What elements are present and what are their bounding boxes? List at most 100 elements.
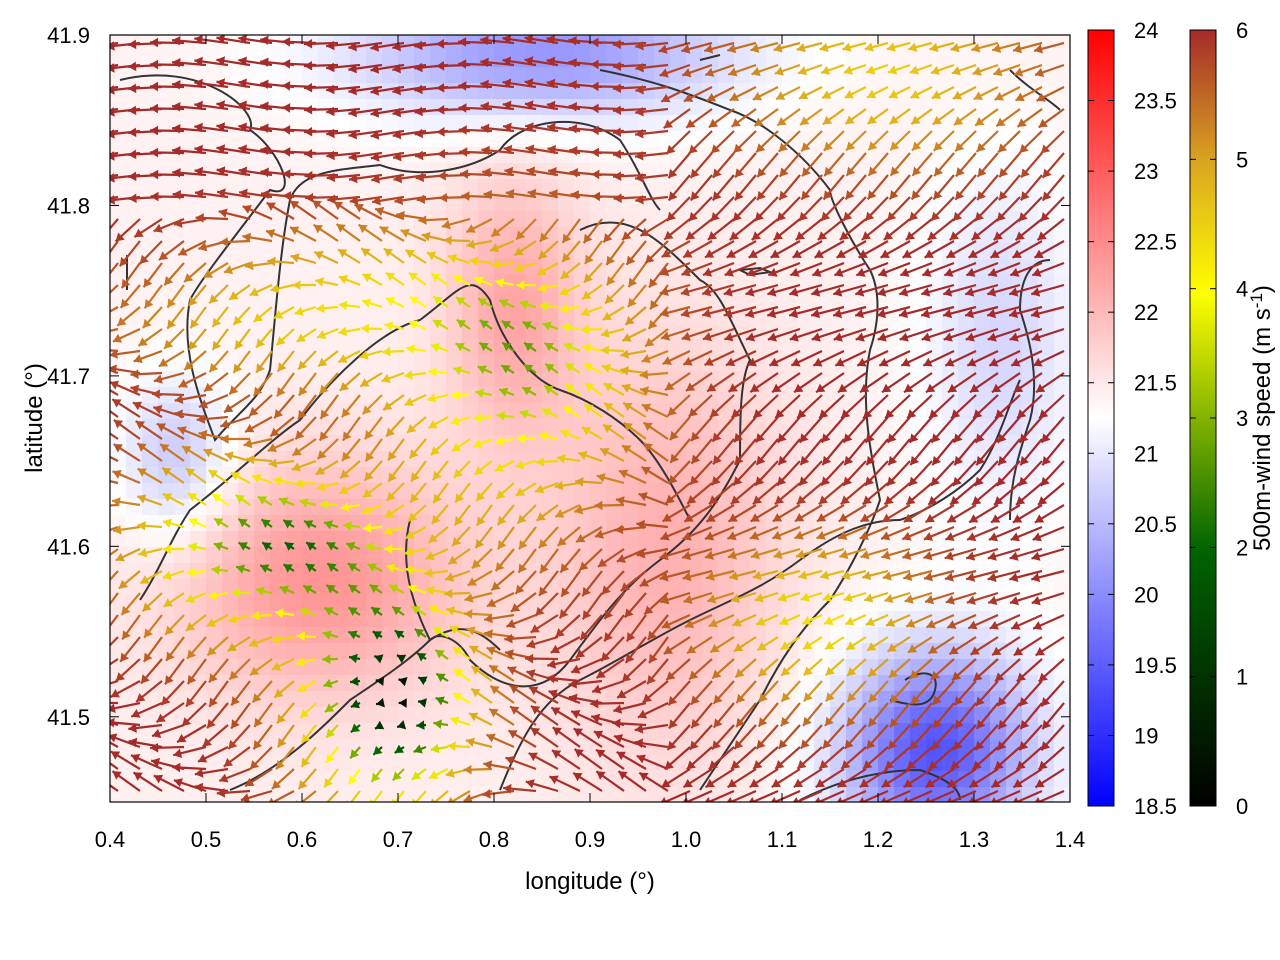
heat-cell xyxy=(334,83,351,100)
heat-cell xyxy=(286,483,303,500)
heat-cell xyxy=(398,755,415,772)
heat-cell xyxy=(414,723,431,740)
heat-cell xyxy=(750,131,767,148)
heat-cell xyxy=(750,51,767,68)
heat-cell xyxy=(702,83,719,100)
heat-cell xyxy=(622,211,639,228)
heat-cell xyxy=(174,131,191,148)
heat-cell xyxy=(142,355,159,372)
heat-cell xyxy=(414,323,431,340)
heat-cell xyxy=(478,371,495,388)
heat-cell xyxy=(366,323,383,340)
heat-cell xyxy=(510,419,527,436)
heat-cell xyxy=(814,499,831,516)
heat-cell xyxy=(462,307,479,324)
heat-cell xyxy=(894,723,911,740)
heat-cell xyxy=(814,675,831,692)
heat-cell xyxy=(974,659,991,676)
heat-cell xyxy=(206,627,223,644)
heat-cell xyxy=(702,115,719,132)
heat-cell xyxy=(638,611,655,628)
heat-cell xyxy=(350,659,367,676)
heat-cell xyxy=(430,659,447,676)
heat-cell xyxy=(686,579,703,596)
heat-cell xyxy=(238,659,255,676)
heat-cell xyxy=(126,595,143,612)
heat-cell xyxy=(974,643,991,660)
heat-cell xyxy=(382,691,399,708)
heat-cell xyxy=(222,339,239,356)
heat-cell xyxy=(894,451,911,468)
heat-cell xyxy=(222,387,239,404)
heat-cell xyxy=(622,307,639,324)
heat-cell xyxy=(190,531,207,548)
heat-cell xyxy=(1006,179,1023,196)
heat-cell xyxy=(318,643,335,660)
heat-cell xyxy=(318,595,335,612)
heat-cell xyxy=(526,419,543,436)
heat-cell xyxy=(190,579,207,596)
heat-cell xyxy=(270,371,287,388)
heat-cell xyxy=(366,547,383,564)
wind-vector-head xyxy=(98,279,107,288)
heat-cell xyxy=(590,563,607,580)
heat-cell xyxy=(606,179,623,196)
heat-cell xyxy=(910,51,927,68)
heat-cell xyxy=(286,467,303,484)
heat-cell xyxy=(734,179,751,196)
heat-cell xyxy=(974,707,991,724)
heat-cell xyxy=(702,579,719,596)
heat-cell xyxy=(222,195,239,212)
heat-cell xyxy=(846,451,863,468)
wind-vector-head xyxy=(99,631,108,640)
heat-cell xyxy=(718,675,735,692)
heat-cell xyxy=(718,755,735,772)
heat-cell xyxy=(830,115,847,132)
heat-cell xyxy=(622,131,639,148)
heat-cell xyxy=(270,515,287,532)
wind-vector-head xyxy=(84,86,93,95)
heat-cell xyxy=(446,723,463,740)
heat-cell xyxy=(126,115,143,132)
heat-cell xyxy=(254,755,271,772)
heat-cell xyxy=(206,595,223,612)
heat-cell xyxy=(766,643,783,660)
heat-cell xyxy=(654,99,671,116)
heat-cell xyxy=(942,419,959,436)
heat-cell xyxy=(942,291,959,308)
heat-cell xyxy=(1022,579,1039,596)
heat-cell xyxy=(942,371,959,388)
heat-cell xyxy=(718,339,735,356)
heat-cell xyxy=(670,291,687,308)
heat-cell xyxy=(622,179,639,196)
heat-cell xyxy=(734,227,751,244)
heat-cell xyxy=(1006,435,1023,452)
heat-cell xyxy=(110,243,127,260)
heat-cell xyxy=(366,307,383,324)
heat-cell xyxy=(926,371,943,388)
heat-cell xyxy=(510,547,527,564)
heat-cell xyxy=(670,595,687,612)
heat-cell xyxy=(158,579,175,596)
heat-cell xyxy=(654,707,671,724)
heat-cell xyxy=(270,483,287,500)
heat-cell xyxy=(174,659,191,676)
heat-cell xyxy=(718,723,735,740)
heat-cell xyxy=(734,515,751,532)
heat-cell xyxy=(542,467,559,484)
heat-cell xyxy=(782,67,799,84)
heat-cell xyxy=(558,435,575,452)
heat-cell xyxy=(590,643,607,660)
heat-cell xyxy=(798,339,815,356)
heat-cell xyxy=(398,355,415,372)
heat-cell xyxy=(254,323,271,340)
heat-cell xyxy=(654,467,671,484)
heat-cell xyxy=(254,67,271,84)
heat-cell xyxy=(206,115,223,132)
heat-cell xyxy=(878,579,895,596)
heat-cell xyxy=(1022,51,1039,68)
heat-cell xyxy=(750,675,767,692)
heat-cell xyxy=(478,195,495,212)
heat-cell xyxy=(510,627,527,644)
heat-cell xyxy=(254,515,271,532)
